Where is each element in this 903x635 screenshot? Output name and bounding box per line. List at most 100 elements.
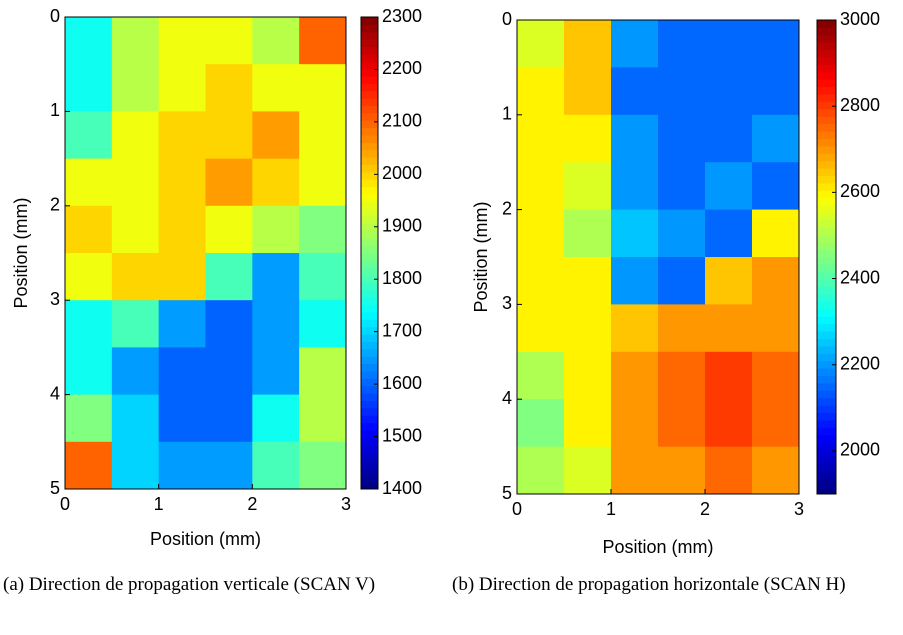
heatmap-cell — [611, 114, 659, 163]
colorbar-tick-label: 2400 — [840, 267, 880, 287]
colorbar-step — [817, 227, 836, 236]
colorbar-step — [361, 179, 378, 188]
colorbar-step — [817, 301, 836, 310]
colorbar-step — [817, 308, 836, 317]
caption: (a) Direction de propagation verticale (… — [3, 574, 376, 595]
colorbar-step — [361, 437, 378, 446]
colorbar-step — [817, 108, 836, 117]
heatmap-cell — [564, 67, 612, 116]
colorbar-step — [817, 279, 836, 288]
colorbar-step — [361, 135, 378, 143]
heatmap-cell — [205, 158, 253, 207]
heatmap-cell — [205, 347, 253, 396]
plot-frame — [64, 16, 347, 490]
heatmap-cell — [299, 64, 347, 112]
colorbar-step — [817, 86, 836, 95]
colorbar-step — [361, 245, 378, 254]
colorbar-step — [817, 442, 836, 451]
colorbar-step — [361, 312, 378, 320]
colorbar-tick-label: 2100 — [382, 111, 422, 131]
heatmap-cell — [158, 205, 206, 254]
colorbar-step — [361, 98, 378, 106]
heatmap-cell — [111, 111, 160, 160]
colorbar-step — [361, 363, 378, 372]
heatmap-cell — [65, 17, 113, 65]
colorbar-step — [817, 242, 836, 251]
colorbar-step — [817, 205, 836, 214]
heatmap-cell — [564, 257, 612, 305]
colorbar-step — [817, 212, 836, 221]
heatmap-cell — [252, 64, 300, 112]
colorbar-step — [817, 190, 836, 199]
colorbar-step — [361, 238, 378, 247]
colorbar-step — [361, 260, 378, 269]
heatmap-cell — [65, 111, 113, 160]
heatmap-cell — [752, 20, 800, 68]
colorbar-step — [817, 257, 836, 265]
heatmap-cell — [611, 162, 659, 211]
heatmap-cell — [111, 17, 160, 65]
colorbar-step — [817, 397, 836, 406]
heatmap-cell — [65, 205, 113, 254]
colorbar-step — [361, 334, 378, 342]
x-tick-label: 2 — [247, 494, 257, 514]
colorbar-step — [361, 24, 378, 33]
colorbar-step — [361, 194, 378, 202]
heatmap-cell — [658, 351, 706, 400]
colorbar-step — [817, 294, 836, 302]
heatmap-cell — [705, 67, 753, 116]
x-tick-label: 3 — [341, 494, 351, 514]
heatmap-cell — [111, 347, 160, 396]
heatmap-cell — [111, 441, 160, 490]
colorbar-step — [817, 368, 836, 376]
heatmap-cell — [517, 399, 565, 448]
heatmap-cell — [658, 304, 706, 353]
heatmap-cell — [564, 399, 612, 448]
colorbar-tick-label: 3000 — [840, 9, 880, 29]
heatmap-cell — [111, 253, 160, 301]
heatmap-cell — [65, 394, 113, 443]
colorbar-step — [817, 338, 836, 347]
heatmap-cell — [158, 347, 206, 396]
plot-frame — [516, 19, 800, 495]
colorbar-step — [817, 116, 836, 125]
colorbar-step — [817, 64, 836, 73]
colorbar-step — [817, 79, 836, 88]
colorbar-step — [361, 46, 378, 55]
heatmap-cell — [564, 209, 612, 258]
colorbar-tick-label: 1400 — [382, 478, 422, 498]
colorbar-step — [361, 356, 378, 365]
heatmap-cell — [299, 253, 347, 301]
colorbar-step — [817, 123, 836, 132]
caption: (b) Direction de propagation horizontale… — [452, 574, 846, 595]
heatmap-cell — [299, 17, 347, 65]
heatmap-cell — [158, 64, 206, 112]
colorbar-step — [361, 481, 378, 490]
colorbar-tick-label: 2600 — [840, 181, 880, 201]
heatmap-cell — [611, 351, 659, 400]
x-axis-label: Position (mm) — [150, 529, 261, 549]
colorbar-step — [817, 471, 836, 480]
y-tick-label: 0 — [502, 9, 512, 29]
heatmap-cell — [564, 114, 612, 163]
heatmap-cell — [705, 257, 753, 305]
colorbar-step — [361, 319, 378, 328]
heatmap-cell — [611, 304, 659, 353]
heatmap-cell — [205, 111, 253, 160]
colorbar-tick-label: 2000 — [840, 440, 880, 460]
heatmap-cell — [752, 446, 800, 495]
colorbar-step — [817, 405, 836, 414]
colorbar-step — [361, 223, 378, 232]
colorbar-step — [817, 486, 836, 495]
colorbar-step — [361, 452, 378, 460]
colorbar-tick-label: 2000 — [382, 163, 422, 183]
colorbar-step — [361, 385, 378, 394]
colorbar-step — [361, 53, 378, 62]
y-axis-label: Position (mm) — [11, 197, 31, 308]
colorbar-step — [817, 182, 836, 191]
heatmap-cell — [299, 158, 347, 207]
heatmap-cell — [158, 111, 206, 160]
heatmap-cell — [658, 257, 706, 305]
colorbar-frame — [816, 19, 837, 495]
y-tick-label: 3 — [502, 293, 512, 313]
